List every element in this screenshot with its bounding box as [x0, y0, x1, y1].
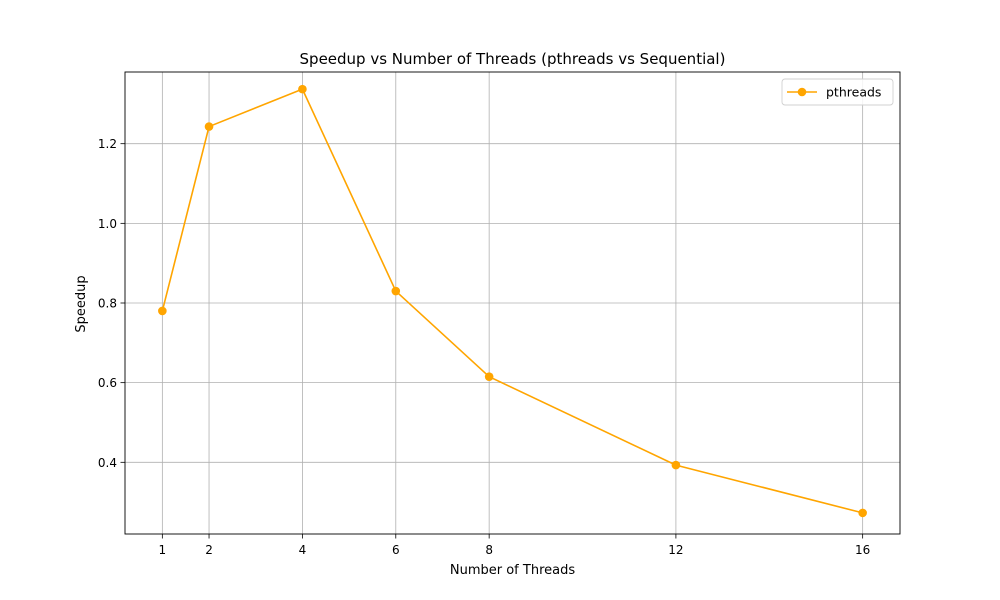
x-tick-label: 6: [392, 543, 400, 557]
legend-box: [781, 78, 894, 106]
y-tick-label: 0.4: [98, 456, 117, 470]
x-tick-label: 12: [668, 543, 683, 557]
data-point: [671, 460, 681, 470]
x-tick-label: 4: [299, 543, 307, 557]
data-point: [858, 508, 867, 518]
x-tick-label: 1: [159, 543, 167, 557]
data-point: [484, 372, 494, 381]
chart-title: Speedup vs Number of Threads (pthreads v…: [300, 50, 726, 68]
y-axis-label: Speedup: [74, 275, 89, 332]
x-axis-label: Number of Threads: [450, 563, 575, 578]
grid: [125, 72, 900, 534]
x-axis-ticks: 1 2 4 6 8 12 16: [159, 534, 870, 557]
data-point: [204, 122, 214, 131]
data-point: [298, 84, 307, 94]
legend-label: pthreads: [826, 85, 881, 100]
x-tick-label: 8: [485, 543, 493, 557]
legend: pthreads: [781, 78, 894, 106]
legend-marker: [797, 87, 807, 97]
y-axis-ticks: 0.4 0.6 0.8 1.0 1.2: [98, 137, 125, 470]
data-point: [158, 306, 167, 316]
x-tick-label: 2: [205, 543, 213, 557]
x-tick-label: 16: [855, 543, 870, 557]
y-tick-label: 1.0: [98, 217, 117, 231]
y-tick-label: 0.8: [98, 297, 117, 311]
y-tick-label: 0.6: [98, 376, 117, 390]
y-tick-label: 1.2: [98, 137, 117, 151]
data-point: [391, 286, 401, 296]
series-layer: [158, 84, 867, 518]
